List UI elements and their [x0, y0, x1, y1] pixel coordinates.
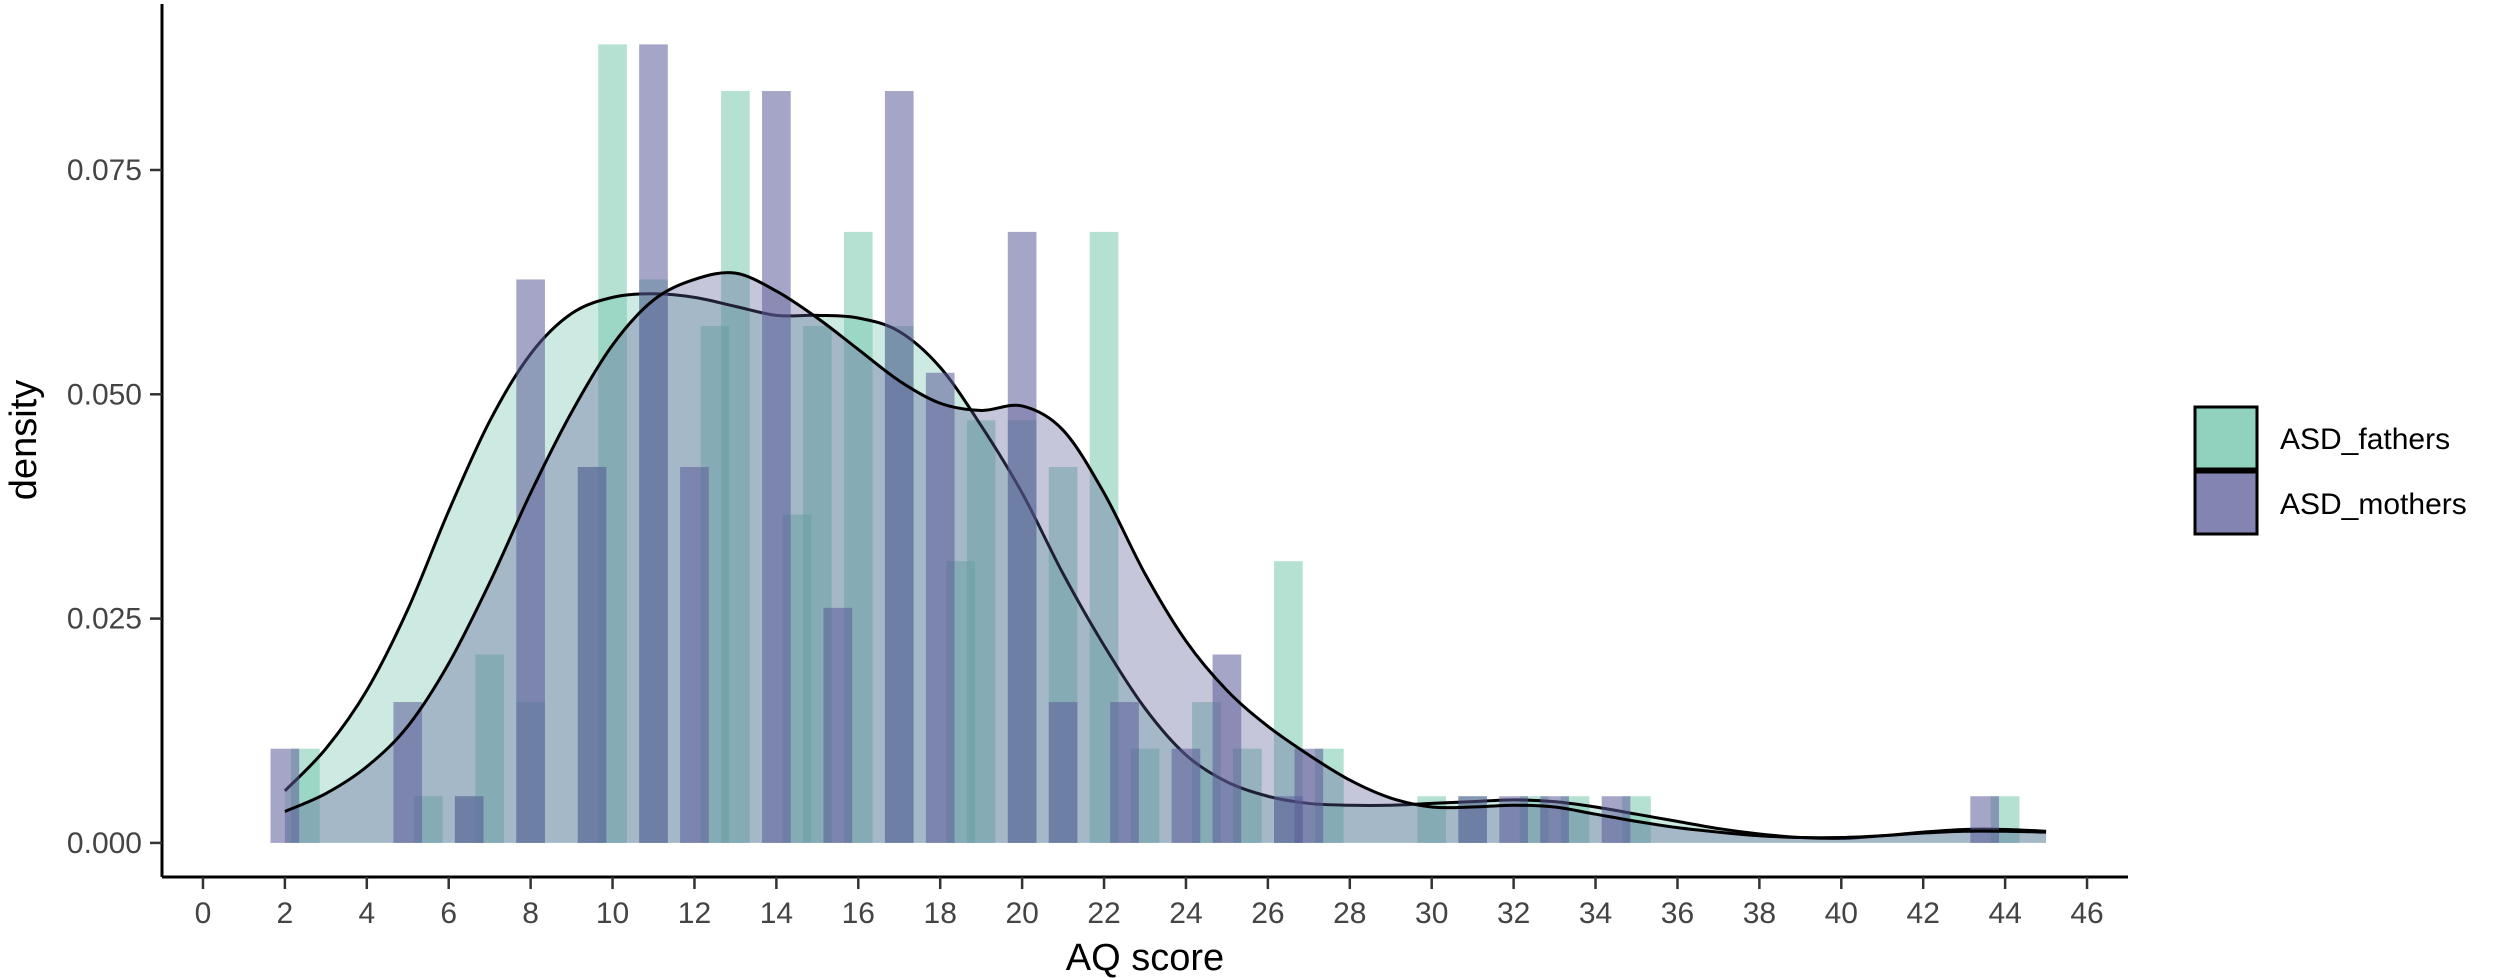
axes — [160, 4, 2128, 879]
x-tick-label: 8 — [522, 897, 539, 930]
asd-mothers-bar — [1007, 231, 1037, 843]
x-tick-label: 28 — [1333, 897, 1366, 930]
x-tick-label: 20 — [1005, 897, 1038, 930]
asd-mothers-bar — [454, 796, 484, 843]
asd-fathers-density-curve — [283, 292, 2047, 841]
y-tick-label: 0.075 — [67, 154, 142, 187]
asd-mothers-bar — [1294, 748, 1324, 843]
ticks: 0 2 4 6 8 10 12 14 16 18 20 22 24 26 28 30 32 34 36 38 40 42 4… — [67, 154, 2104, 930]
asd-mothers-density-curve — [284, 271, 2047, 840]
x-tick-label: 12 — [678, 897, 711, 930]
x-tick-label: 0 — [195, 897, 212, 930]
asd-mothers-bar — [1458, 796, 1487, 843]
asd-fathers-bar — [721, 91, 750, 843]
asd-mothers-bar — [270, 748, 300, 843]
legend: ASD_fathers ASD_mothers — [2193, 405, 2467, 536]
asd-mothers-bar — [577, 466, 607, 843]
x-tick-label: 26 — [1251, 897, 1284, 930]
x-tick-label: 36 — [1661, 897, 1694, 930]
x-tick-label: 6 — [440, 897, 457, 930]
asd-mothers-bar — [925, 372, 955, 843]
x-tick-label: 32 — [1497, 897, 1530, 930]
y-tick-label: 0.000 — [67, 827, 142, 860]
x-tick-label: 42 — [1907, 897, 1940, 930]
x-tick-label: 24 — [1169, 897, 1202, 930]
asd-mothers-bar — [884, 91, 914, 843]
asd-mothers-bar — [1048, 702, 1078, 843]
asd-mothers-series — [270, 44, 2047, 843]
x-tick-label: 14 — [760, 897, 793, 930]
asd-fathers-bar — [966, 420, 996, 843]
asd-fathers-legend-swatch — [2193, 405, 2259, 471]
asd-mothers-bar — [680, 466, 709, 843]
asd-mothers-bar — [1110, 702, 1139, 843]
y-tick-label: 0.025 — [67, 603, 142, 636]
x-tick-label: 16 — [842, 897, 875, 930]
x-tick-label: 18 — [924, 897, 957, 930]
asd-mothers-bar — [823, 607, 853, 843]
asd-mothers-bar — [1970, 796, 1999, 843]
plot-area — [270, 44, 2047, 843]
x-tick-label: 40 — [1825, 897, 1858, 930]
x-tick-label: 46 — [2070, 897, 2103, 930]
x-tick-label: 30 — [1415, 897, 1448, 930]
y-axis-title: density — [3, 380, 45, 500]
asd-mothers-legend-label: ASD_mothers — [2280, 488, 2467, 521]
x-tick-label: 44 — [1988, 897, 2021, 930]
x-tick-label: 34 — [1579, 897, 1612, 930]
asd-mothers-bar — [516, 279, 545, 843]
asd-mothers-bar — [639, 44, 668, 843]
asd-fathers-density-area — [284, 293, 2047, 843]
asd-fathers-legend-label: ASD_fathers — [2280, 423, 2450, 456]
x-axis-title: AQ score — [1066, 937, 1224, 978]
asd-mothers-bar — [1212, 654, 1242, 843]
asd-mothers-bar — [1540, 796, 1569, 843]
asd-mothers-legend-swatch — [2193, 470, 2259, 536]
asd-mothers-density-area — [284, 272, 2047, 843]
x-tick-label: 4 — [358, 897, 375, 930]
x-tick-label: 22 — [1087, 897, 1120, 930]
asd-mothers-bar — [1171, 748, 1201, 843]
x-tick-label: 38 — [1743, 897, 1776, 930]
asd-mothers-bar — [762, 91, 791, 843]
x-tick-label: 10 — [596, 897, 629, 930]
x-tick-label: 2 — [277, 897, 294, 930]
y-tick-label: 0.050 — [67, 378, 142, 411]
